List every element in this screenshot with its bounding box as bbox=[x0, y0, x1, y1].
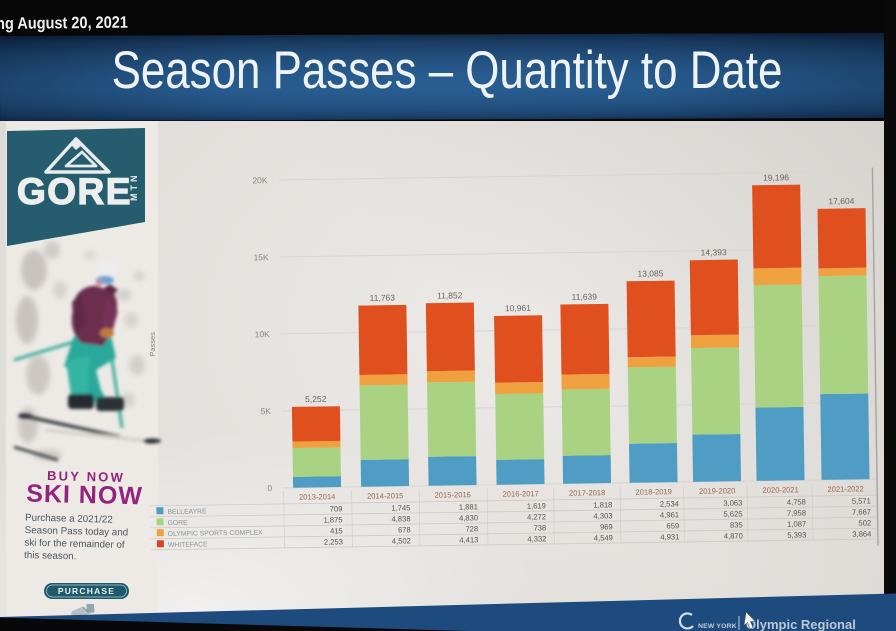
svg-text:PURCHASE: PURCHASE bbox=[58, 586, 115, 596]
svg-text:3,063: 3,063 bbox=[723, 498, 742, 507]
svg-text:Olympic Regional: Olympic Regional bbox=[746, 617, 856, 631]
svg-text:5,571: 5,571 bbox=[852, 497, 871, 506]
svg-text:14,393: 14,393 bbox=[701, 247, 727, 257]
svg-text:Passes: Passes bbox=[148, 332, 157, 357]
svg-text:MTN: MTN bbox=[129, 173, 139, 202]
svg-text:ski for the remainder of: ski for the remainder of bbox=[24, 538, 125, 551]
svg-text:0: 0 bbox=[267, 483, 272, 493]
svg-text:7,958: 7,958 bbox=[787, 508, 806, 517]
svg-text:BELLEAYRE: BELLEAYRE bbox=[167, 508, 207, 516]
svg-text:5,393: 5,393 bbox=[787, 530, 806, 539]
svg-text:2019-2020: 2019-2020 bbox=[699, 486, 735, 496]
svg-text:2014-2015: 2014-2015 bbox=[367, 491, 403, 501]
svg-text:4,838: 4,838 bbox=[391, 514, 410, 523]
svg-text:4,502: 4,502 bbox=[392, 536, 411, 545]
svg-text:4,830: 4,830 bbox=[459, 513, 478, 522]
svg-text:11,763: 11,763 bbox=[370, 293, 396, 303]
svg-text:835: 835 bbox=[730, 520, 743, 529]
svg-text:13,085: 13,085 bbox=[637, 268, 663, 278]
svg-text:4,870: 4,870 bbox=[724, 531, 743, 540]
svg-text:2020-2021: 2020-2021 bbox=[762, 485, 798, 495]
svg-text:GORE: GORE bbox=[168, 520, 189, 527]
svg-text:19,196: 19,196 bbox=[763, 172, 789, 182]
svg-text:3,864: 3,864 bbox=[852, 529, 871, 538]
svg-text:4,961: 4,961 bbox=[660, 510, 679, 519]
svg-text:2017-2018: 2017-2018 bbox=[569, 488, 605, 498]
svg-text:659: 659 bbox=[666, 521, 679, 530]
svg-text:this season.: this season. bbox=[24, 550, 77, 562]
svg-text:OLYMPIC SPORTS COMPLEX: OLYMPIC SPORTS COMPLEX bbox=[168, 530, 263, 538]
svg-text:5,252: 5,252 bbox=[305, 394, 327, 404]
svg-text:415: 415 bbox=[330, 526, 343, 535]
svg-text:738: 738 bbox=[533, 523, 546, 532]
svg-text:11,852: 11,852 bbox=[437, 290, 463, 300]
svg-text:2021-2022: 2021-2022 bbox=[827, 484, 863, 494]
svg-text:4,758: 4,758 bbox=[787, 497, 806, 506]
svg-text:10K: 10K bbox=[255, 329, 271, 339]
svg-text:GORE: GORE bbox=[17, 171, 132, 212]
svg-text:5K: 5K bbox=[260, 406, 271, 416]
svg-text:20K: 20K bbox=[252, 175, 268, 185]
svg-text:BUY NOW: BUY NOW bbox=[47, 468, 125, 485]
svg-text:4,332: 4,332 bbox=[527, 534, 546, 543]
svg-text:WHITEFACE: WHITEFACE bbox=[168, 541, 208, 549]
svg-text:5,625: 5,625 bbox=[723, 509, 742, 518]
svg-text:2013-2014: 2013-2014 bbox=[299, 492, 335, 502]
svg-text:15K: 15K bbox=[253, 252, 269, 262]
svg-text:2,253: 2,253 bbox=[324, 537, 343, 546]
svg-text:4,549: 4,549 bbox=[594, 533, 613, 542]
svg-text:7,667: 7,667 bbox=[852, 508, 871, 517]
svg-text:1,875: 1,875 bbox=[323, 515, 342, 524]
svg-text:4,931: 4,931 bbox=[660, 532, 679, 541]
svg-text:Season Pass today and: Season Pass today and bbox=[25, 525, 129, 539]
svg-text:728: 728 bbox=[465, 524, 478, 533]
svg-text:1,619: 1,619 bbox=[527, 501, 546, 510]
svg-text:709: 709 bbox=[330, 504, 343, 513]
svg-text:SKI NOW: SKI NOW bbox=[26, 480, 143, 511]
svg-text:1,087: 1,087 bbox=[787, 519, 806, 528]
svg-text:2018-2019: 2018-2019 bbox=[635, 487, 671, 497]
svg-text:4,413: 4,413 bbox=[459, 535, 478, 544]
svg-text:969: 969 bbox=[600, 522, 613, 531]
svg-text:2016-2017: 2016-2017 bbox=[502, 489, 538, 499]
svg-text:678: 678 bbox=[398, 525, 411, 534]
svg-text:NEW YORK: NEW YORK bbox=[698, 623, 737, 630]
svg-text:1,818: 1,818 bbox=[593, 500, 612, 509]
svg-text:4,303: 4,303 bbox=[593, 511, 612, 520]
svg-text:2,534: 2,534 bbox=[660, 499, 679, 508]
svg-text:11,639: 11,639 bbox=[572, 292, 598, 302]
svg-text:1,881: 1,881 bbox=[459, 502, 478, 511]
svg-text:Purchase a 2021/22: Purchase a 2021/22 bbox=[25, 513, 113, 526]
svg-text:1,745: 1,745 bbox=[391, 503, 410, 512]
svg-text:502: 502 bbox=[858, 519, 871, 528]
svg-text:2015-2016: 2015-2016 bbox=[434, 490, 470, 500]
svg-text:17,604: 17,604 bbox=[828, 196, 854, 206]
svg-text:4,272: 4,272 bbox=[527, 512, 546, 521]
svg-text:10,961: 10,961 bbox=[505, 303, 531, 313]
